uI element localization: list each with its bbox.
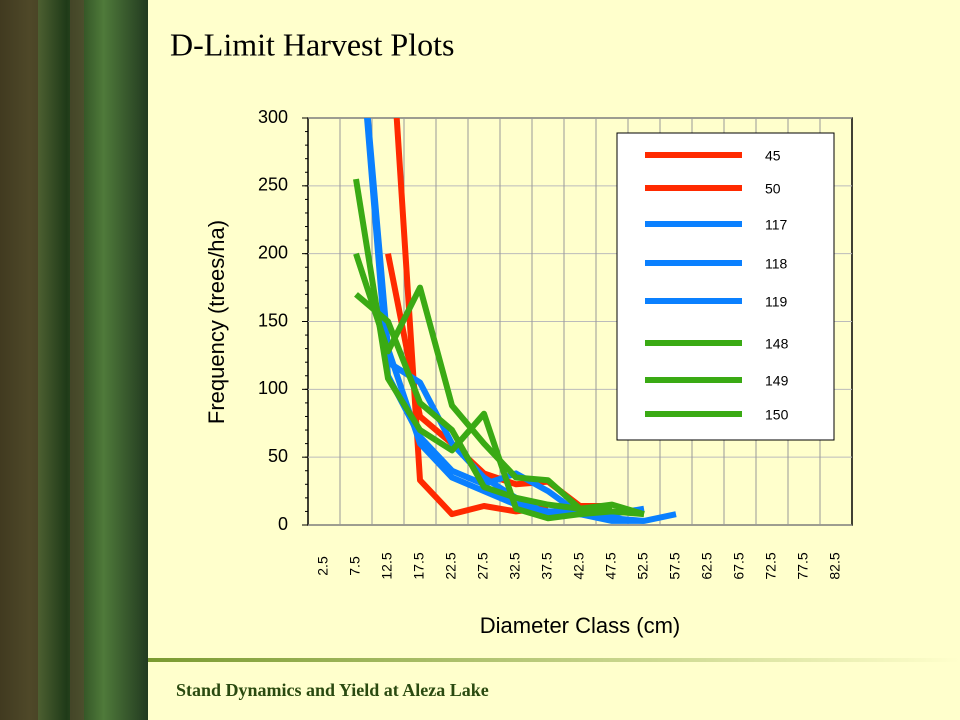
x-tick-label: 27.5 [475,552,491,579]
y-tick-label: 150 [258,310,288,330]
legend-label: 149 [765,373,789,389]
y-tick-label: 200 [258,242,288,262]
legend-label: 119 [765,294,788,310]
y-tick-label: 0 [278,514,288,534]
x-tick-label: 22.5 [443,552,459,579]
footer: Stand Dynamics and Yield at Aleza Lake [176,680,489,700]
y-tick-label: 100 [258,378,288,398]
legend-box [616,132,835,441]
divider [148,658,960,662]
x-tick-label: 47.5 [603,552,619,579]
legend-label: 50 [765,181,781,197]
x-tick-label: 17.5 [411,552,427,579]
x-tick-label: 82.5 [827,552,843,579]
tree-trunk [0,0,38,720]
y-tick-label: 300 [258,107,288,127]
x-tick-label: 67.5 [731,552,747,579]
legend-label: 148 [765,336,789,352]
x-tick-label: 62.5 [699,552,715,579]
x-tick-label: 2.5 [315,556,331,576]
x-tick-label: 72.5 [763,552,779,579]
x-tick-label: 57.5 [667,552,683,579]
series-line [354,292,612,512]
series-group [353,118,677,524]
tree-trunk [70,0,84,720]
x-tick-label: 12.5 [379,552,395,579]
x-tick-label: 7.5 [347,556,363,576]
y-tick-label: 50 [268,446,288,466]
x-tick-label: 37.5 [539,552,555,579]
x-tick-label: 52.5 [635,552,651,579]
x-tick-label: 42.5 [571,552,587,579]
legend-label: 117 [765,217,788,233]
y-tick-label: 250 [258,175,288,195]
x-tick-label: 32.5 [507,552,523,579]
y-axis-label: Frequency (trees/ha) [204,220,229,424]
x-tick-label: 77.5 [795,552,811,579]
legend-label: 150 [765,407,789,423]
slide-title: D-Limit Harvest Plots [170,26,454,62]
legend-label: 45 [765,148,781,164]
x-axis-label: Diameter Class (cm) [480,613,680,638]
legend-label: 118 [765,256,788,272]
